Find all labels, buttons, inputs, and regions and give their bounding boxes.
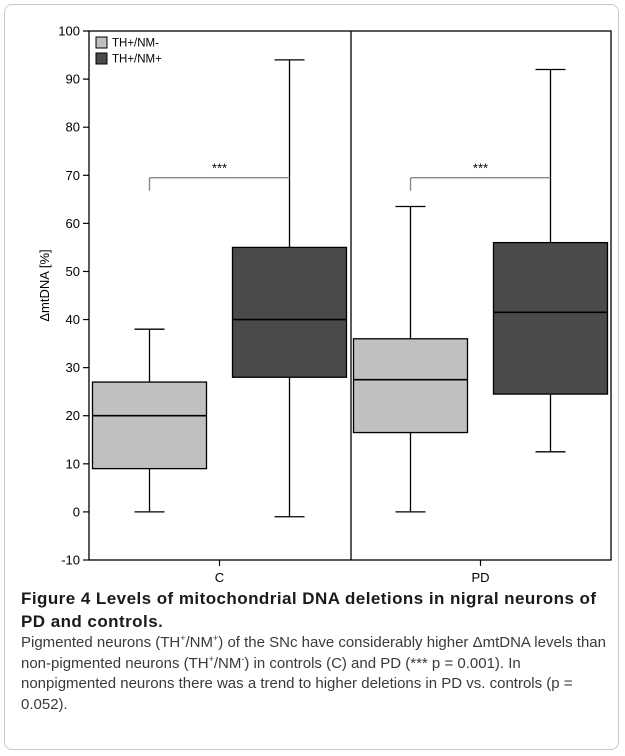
box <box>352 338 469 434</box>
significance-label: *** <box>212 161 227 176</box>
box <box>231 246 348 378</box>
legend-label: TH+/NM+ <box>112 54 162 66</box>
y-tick-label: 30 <box>66 360 80 375</box>
y-tick-label: 60 <box>66 216 80 231</box>
figure-caption: Figure 4 Levels of mitochondrial DNA del… <box>21 587 611 715</box>
caption-text-part: /NM <box>185 634 214 651</box>
x-tick-label: C <box>215 570 224 585</box>
legend-swatch <box>95 52 108 65</box>
legend-label: TH+/NM- <box>112 38 159 50</box>
legend: TH+/NM- TH+/NM+ <box>95 36 162 66</box>
caption-text-part: Pigmented neurons (TH <box>21 634 181 651</box>
plot-marks: *** *** <box>91 59 609 518</box>
y-tick-label: -10 <box>61 553 80 568</box>
figure-frame: -10 0 10 20 30 40 50 60 70 80 90 100 ΔmtDNA [%] C PD *… <box>4 4 619 750</box>
caption-text-part: ) of the SNc have considerably higher Δm… <box>21 634 606 672</box>
significance-label: *** <box>473 161 488 176</box>
y-tick-label: 70 <box>66 168 80 183</box>
caption-text-part: /NM <box>213 654 242 672</box>
figure-label: Figure 4 <box>21 589 91 608</box>
caption-title-text: Levels of mitochondrial DNA deletions in… <box>21 589 597 631</box>
y-tick-label: 90 <box>66 72 80 87</box>
y-tick-label: 50 <box>66 264 80 279</box>
box-plot-chart: -10 0 10 20 30 40 50 60 70 80 90 100 ΔmtDNA [%] C PD *… <box>37 24 612 585</box>
superscript: + <box>208 653 214 664</box>
y-tick-label: 20 <box>66 408 80 423</box>
y-tick-label: 0 <box>73 504 80 519</box>
superscript: - <box>241 653 245 664</box>
caption-text-part: ) in controls (C) and PD (*** p = 0.001)… <box>21 654 573 713</box>
x-tick-label: PD <box>471 570 489 585</box>
box <box>91 381 208 470</box>
y-tick-label: 100 <box>58 24 80 39</box>
y-tick-label: 80 <box>66 120 80 135</box>
y-axis-label: ΔmtDNA [%] <box>37 249 52 321</box>
caption-title: Figure 4 Levels of mitochondrial DNA del… <box>21 589 597 631</box>
legend-swatch <box>95 36 108 49</box>
axes: -10 0 10 20 30 40 50 60 70 80 90 100 ΔmtDNA [%] C PD <box>37 24 612 585</box>
y-tick-label: 10 <box>66 456 80 471</box>
superscript: + <box>213 633 219 643</box>
caption-body: Pigmented neurons (TH+/NM+) of the SNc h… <box>21 633 611 715</box>
superscript: + <box>180 633 186 643</box>
y-tick-label: 40 <box>66 312 80 327</box>
plot-frame <box>88 30 612 561</box>
box <box>492 241 609 395</box>
